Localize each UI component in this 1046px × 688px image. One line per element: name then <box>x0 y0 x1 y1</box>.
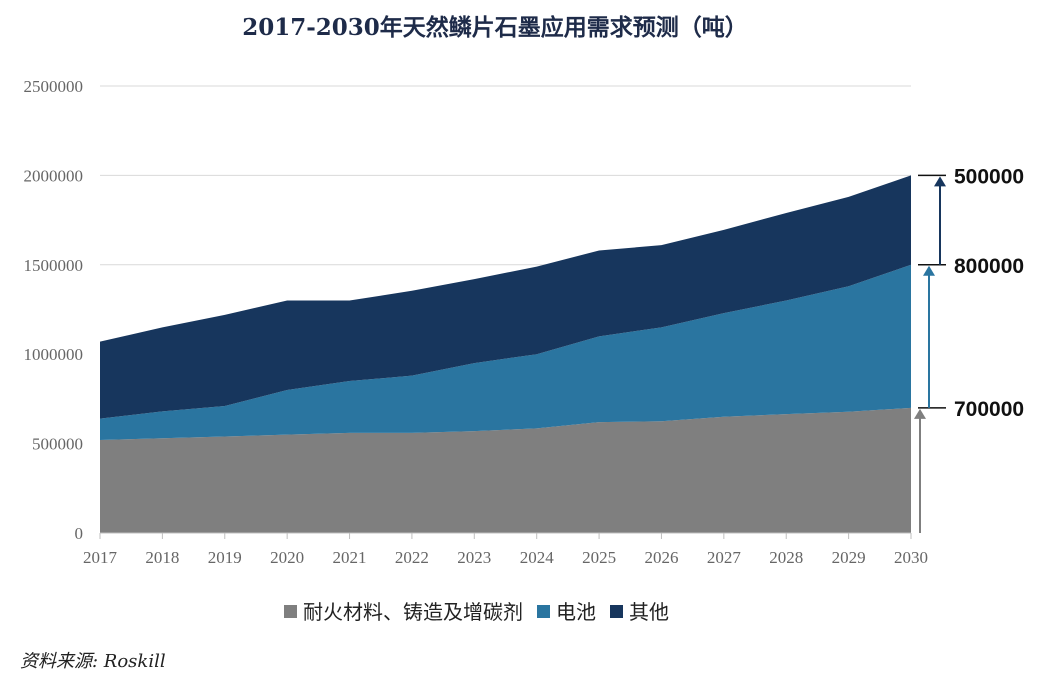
annotation-label: 700000 <box>954 398 1024 421</box>
y-axis: 0 500000 1000000 1500000 2000000 2500000 <box>24 77 84 543</box>
x-tick-label: 2030 <box>894 548 928 567</box>
x-tick-label: 2021 <box>333 548 367 567</box>
annotation-label: 800000 <box>954 255 1024 278</box>
y-tick-label: 2500000 <box>24 77 84 96</box>
x-tick-label: 2026 <box>644 548 678 567</box>
legend: 耐火材料、铸造及增碳剂 电池 其他 <box>284 600 669 624</box>
y-tick-label: 1000000 <box>24 345 84 364</box>
x-tick-label: 2018 <box>145 548 179 567</box>
area-series <box>100 175 911 533</box>
x-tick-label: 2019 <box>208 548 242 567</box>
legend-swatch <box>537 605 550 618</box>
x-tick-label: 2029 <box>832 548 866 567</box>
legend-label: 其他 <box>629 600 669 624</box>
annotation-label: 500000 <box>954 165 1024 188</box>
y-tick-label: 500000 <box>32 435 83 454</box>
x-tick-label: 2022 <box>395 548 429 567</box>
x-tick-label: 2025 <box>582 548 616 567</box>
arrow-other-head <box>934 176 946 187</box>
area-battery <box>100 264 911 441</box>
arrow-battery-head <box>923 265 935 276</box>
arrow-refractory-head <box>914 408 926 419</box>
y-tick-label: 1500000 <box>24 256 84 275</box>
x-tick-label: 2017 <box>83 548 118 567</box>
y-tick-label: 2000000 <box>24 166 84 185</box>
chart-title: 2017-2030年天然鳞片石墨应用需求预测（吨） <box>242 14 748 41</box>
legend-swatch <box>284 605 297 618</box>
x-tick-label: 2028 <box>769 548 803 567</box>
area-other <box>100 175 911 419</box>
x-tick-label: 2027 <box>707 548 742 567</box>
x-tick-label: 2020 <box>270 548 304 567</box>
x-tick-label: 2024 <box>520 548 555 567</box>
legend-label: 耐火材料、铸造及增碳剂 <box>303 600 523 624</box>
source-note: 资料来源: Roskill <box>20 651 166 672</box>
x-tick-label: 2023 <box>457 548 491 567</box>
legend-swatch <box>610 605 623 618</box>
legend-label: 电池 <box>556 600 596 624</box>
annotations: 500000 800000 700000 <box>914 165 1024 533</box>
x-axis: 2017 2018 2019 2020 2021 2022 2023 2024 2025 2026… <box>83 532 928 567</box>
y-tick-label: 0 <box>75 524 84 543</box>
area-refractory <box>100 407 911 533</box>
